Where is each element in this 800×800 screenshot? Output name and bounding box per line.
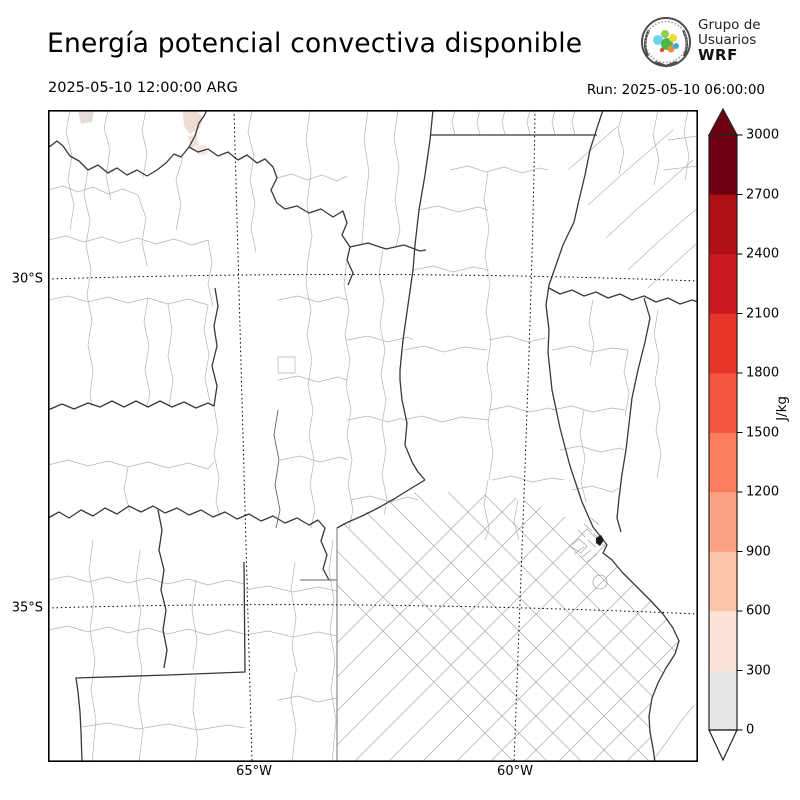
x-axis-tick-60w: 60°W (497, 764, 533, 779)
colorbar-segment (709, 254, 737, 314)
colorbar-tick-label: 2700 (746, 187, 780, 202)
colorbar-tick-label: 1800 (746, 365, 780, 381)
colorbar-segment (709, 611, 737, 671)
colorbar-tick-label: 0 (746, 722, 755, 738)
logo-text: Grupo de Usuarios WRF (698, 18, 761, 63)
y-axis-tick-35s: 35°S (11, 600, 43, 616)
y-axis-tick-30s: 30°S (11, 271, 43, 287)
colorbar (707, 107, 743, 762)
wrf-users-group-logo-icon (641, 17, 691, 68)
colorbar-segment (709, 551, 737, 612)
gridlines (48, 110, 698, 762)
department-borders (48, 110, 698, 762)
colorbar-tick-label: 600 (746, 603, 771, 619)
colorbar-segment (709, 373, 737, 433)
colorbar-tick-label: 2400 (746, 246, 780, 262)
logo-line-2: Usuarios (698, 32, 757, 48)
secondary-borders (273, 409, 338, 762)
pampas-grid (48, 540, 337, 762)
colorbar-segment (709, 313, 737, 374)
buenos-aires-grid (337, 491, 679, 762)
colorbar-under-arrow (708, 729, 738, 762)
page-title: Energía potencial convectiva disponible (47, 28, 583, 59)
run-time-label: Run: 2025-05-10 06:00:00 (586, 82, 765, 98)
buenos-aires-city-spot (596, 535, 604, 546)
colorbar-segment (709, 670, 737, 731)
colorbar-over-arrow (707, 107, 739, 136)
colorbar-segment (709, 135, 737, 195)
colorbar-tick-label: 2100 (746, 306, 780, 321)
map-panel (48, 110, 698, 762)
colorbar-segment (709, 194, 737, 255)
province-borders (48, 110, 698, 762)
x-axis-tick-65w: 65°W (236, 764, 272, 779)
colorbar-segment (709, 492, 737, 552)
amba-cluster (569, 517, 608, 590)
colorbar-tick-label: 1200 (746, 484, 780, 500)
colorbar-tick-label: 1500 (746, 425, 780, 440)
colorbar-tick-label: 3000 (746, 127, 780, 143)
colorbar-unit-label: J/kg (774, 396, 790, 421)
colorbar-tick-label: 900 (746, 544, 771, 559)
argentina-cape-map (48, 110, 698, 762)
colorbar-segment (709, 432, 737, 493)
map-frame (48, 110, 698, 762)
colorbar-tick-label: 300 (746, 663, 771, 678)
valid-time-label: 2025-05-10 12:00:00 ARG (48, 80, 238, 96)
logo-line-3: WRF (698, 46, 738, 64)
logo-line-1: Grupo de (698, 17, 761, 33)
